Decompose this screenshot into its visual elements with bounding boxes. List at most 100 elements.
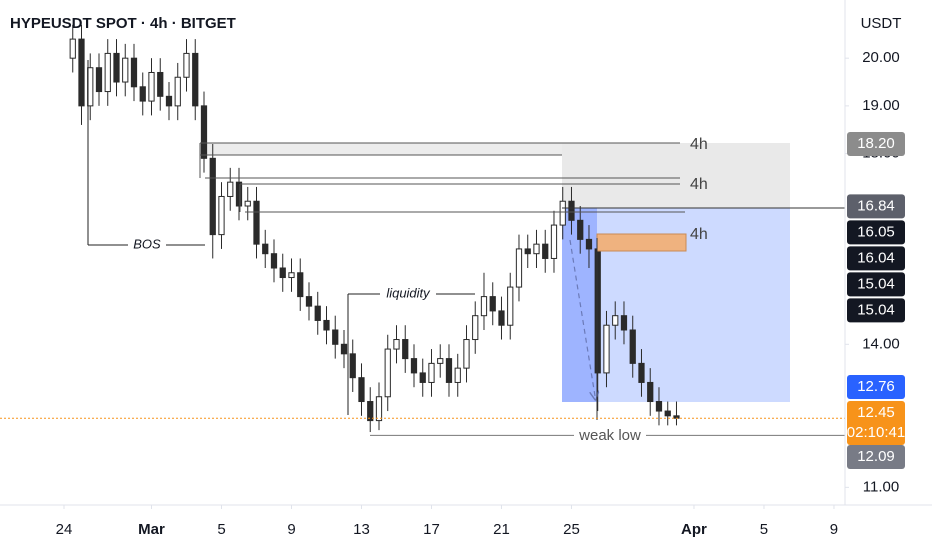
countdown: 02:10:41 xyxy=(847,424,905,441)
candle-body xyxy=(358,377,365,403)
candle-body xyxy=(139,86,146,102)
price-badge xyxy=(847,246,905,271)
candle-body xyxy=(157,71,164,97)
zone-band xyxy=(200,143,562,155)
price-badges: 18.20 16.84 16.05 16.04 15.04 15.04 12.76 12.45… xyxy=(847,132,905,470)
candle-body xyxy=(629,329,636,364)
candle-body xyxy=(314,305,321,321)
candle-body xyxy=(279,267,286,279)
price-badge-label: 16.04 xyxy=(857,249,895,266)
candle-body xyxy=(489,296,496,312)
candle-body xyxy=(244,200,251,207)
candle-body xyxy=(305,296,313,307)
candle-body xyxy=(165,95,173,107)
price-badge xyxy=(847,194,905,219)
candle-body xyxy=(227,181,234,197)
zone-label: 4h xyxy=(690,136,708,153)
candle-body xyxy=(323,319,330,331)
candle-body xyxy=(410,358,418,374)
candle-body xyxy=(69,38,76,59)
price-badge-label: 15.04 xyxy=(857,275,895,292)
candle-body xyxy=(498,310,505,326)
order-block xyxy=(596,233,687,252)
candle-body xyxy=(209,157,216,236)
currency-label: USDT xyxy=(861,15,902,32)
price-badge xyxy=(847,401,905,446)
candle-body xyxy=(437,358,444,364)
x-tick-label: 13 xyxy=(353,521,370,538)
candle-body xyxy=(568,200,575,221)
candle-body xyxy=(253,200,260,245)
candle-body xyxy=(612,315,619,326)
y-tick-label: 11.00 xyxy=(863,478,899,495)
candle-body xyxy=(104,52,111,93)
candle-body xyxy=(95,67,103,93)
price-badge xyxy=(847,375,905,400)
candle-body xyxy=(367,401,374,422)
candle-body xyxy=(218,195,225,236)
candle-body xyxy=(480,296,488,317)
candle-body xyxy=(130,57,138,88)
candle-body xyxy=(515,248,523,288)
price-badge xyxy=(847,220,905,245)
candle-body xyxy=(192,52,199,107)
price-badge-label: 16.84 xyxy=(857,197,895,214)
candle-body xyxy=(148,71,155,102)
candle-body xyxy=(594,248,601,374)
candle-body xyxy=(550,224,558,259)
label-bg xyxy=(574,426,646,445)
target-zone xyxy=(562,143,790,208)
liquidity-label: liquidity xyxy=(386,285,431,300)
candle-body xyxy=(288,272,295,279)
candle-body xyxy=(620,315,628,331)
price-badge-label: 16.05 xyxy=(857,223,895,240)
chart-title: HYPEUSDT SPOT · 4h · BITGET xyxy=(10,15,236,32)
price-badge-label: 15.04 xyxy=(857,301,895,318)
candles xyxy=(69,24,680,433)
y-tick-label: 14.00 xyxy=(862,335,900,352)
candle-body xyxy=(428,362,435,383)
x-tick-label: 25 xyxy=(563,521,580,538)
candle-body xyxy=(332,329,339,345)
candle-body xyxy=(402,339,409,360)
candle-body xyxy=(603,324,610,374)
candle-body xyxy=(200,105,208,159)
candle-body xyxy=(647,381,654,403)
candle-body xyxy=(454,367,461,383)
y-tick-label: 20.00 xyxy=(862,49,900,66)
candle-body xyxy=(533,243,540,255)
price-badge xyxy=(847,272,905,297)
candle-body xyxy=(340,343,348,355)
label-bg xyxy=(380,285,436,303)
price-badge-label: 18.20 xyxy=(857,135,895,152)
x-tick-label: 5 xyxy=(760,521,768,538)
candle-body xyxy=(183,52,190,78)
x-tick-label: Mar xyxy=(138,521,165,538)
x-tick-label: 5 xyxy=(217,521,225,538)
price-badge xyxy=(847,445,905,470)
price-badge-label: 12.76 xyxy=(857,378,895,395)
candle-body xyxy=(375,396,383,422)
candle-body xyxy=(507,286,514,326)
candle-body xyxy=(235,181,243,207)
x-tick-label: Apr xyxy=(681,521,707,538)
candle-body xyxy=(78,38,85,107)
zone-label: 4h xyxy=(690,226,708,243)
candle-body xyxy=(445,358,453,383)
candle-body xyxy=(638,362,645,383)
candle-body xyxy=(349,353,356,379)
candle-body xyxy=(393,339,400,350)
weak-low-label: weak low xyxy=(578,427,641,444)
candle-body xyxy=(463,339,470,369)
axes: 24Mar5913172125Apr5911.0014.0018.0019.00… xyxy=(56,49,900,538)
candle-body xyxy=(542,243,549,259)
label-bg xyxy=(128,236,166,254)
candle-body xyxy=(122,57,129,83)
candle-body xyxy=(585,238,593,250)
candle-body xyxy=(270,253,278,269)
bos-label: BOS xyxy=(133,236,161,251)
x-tick-label: 17 xyxy=(423,521,440,538)
x-tick-label: 21 xyxy=(493,521,510,538)
candle-body xyxy=(384,348,391,398)
